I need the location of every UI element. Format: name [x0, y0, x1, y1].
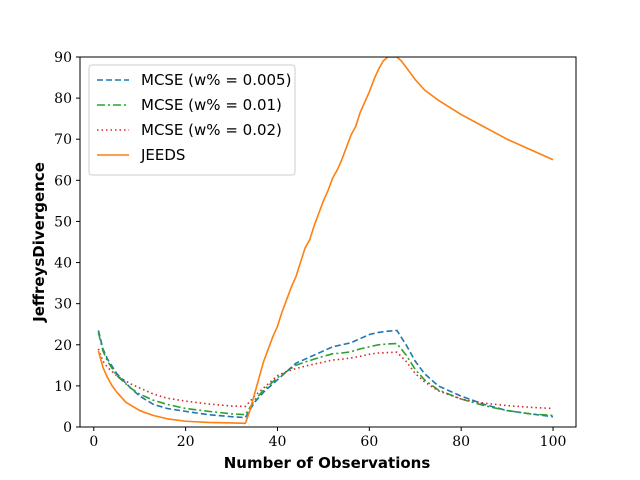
legend-label-4: JEEDS	[140, 146, 185, 164]
legend-box	[88, 64, 296, 176]
series-line-3	[97, 348, 554, 410]
legend-label-1: MCSE (w% = 0.005)	[141, 71, 291, 89]
series-line-4	[97, 57, 554, 425]
y-tick-label: 10	[54, 379, 72, 395]
y-tick-label: 70	[54, 132, 72, 148]
x-tick-label: 100	[540, 434, 567, 450]
x-tick-label: 0	[89, 434, 98, 450]
series-line-1	[97, 329, 554, 419]
legend-label-3: MCSE (w% = 0.02)	[141, 121, 282, 139]
series-layer	[97, 57, 554, 425]
legend-label-2: MCSE (w% = 0.01)	[141, 96, 282, 114]
y-tick-label: 50	[54, 214, 72, 230]
x-axis-label: Number of Observations	[224, 454, 431, 472]
legend: MCSE (w% = 0.005) MCSE (w% = 0.01) MCSE (w…	[88, 64, 296, 176]
y-tick-label: 30	[54, 297, 72, 313]
x-tick-label: 40	[269, 434, 287, 450]
y-tick-label: 40	[54, 256, 72, 272]
x-tick-label: 80	[452, 434, 470, 450]
x-tick-label: 20	[177, 434, 195, 450]
series-line-2	[97, 332, 554, 417]
axes-layer: 0 20 40 60 80 100 0 10 20 30 40 50 60 70 80 90	[54, 50, 566, 450]
y-tick-label: 80	[54, 91, 72, 107]
y-tick-label: 20	[54, 338, 72, 354]
y-axis-label: JeffreysDivergence	[30, 162, 48, 323]
y-tick-label: 90	[54, 50, 72, 66]
plot-frame	[79, 56, 577, 428]
y-tick-label: 60	[54, 173, 72, 189]
y-tick-label: 0	[63, 420, 72, 436]
x-tick-label: 60	[360, 434, 378, 450]
